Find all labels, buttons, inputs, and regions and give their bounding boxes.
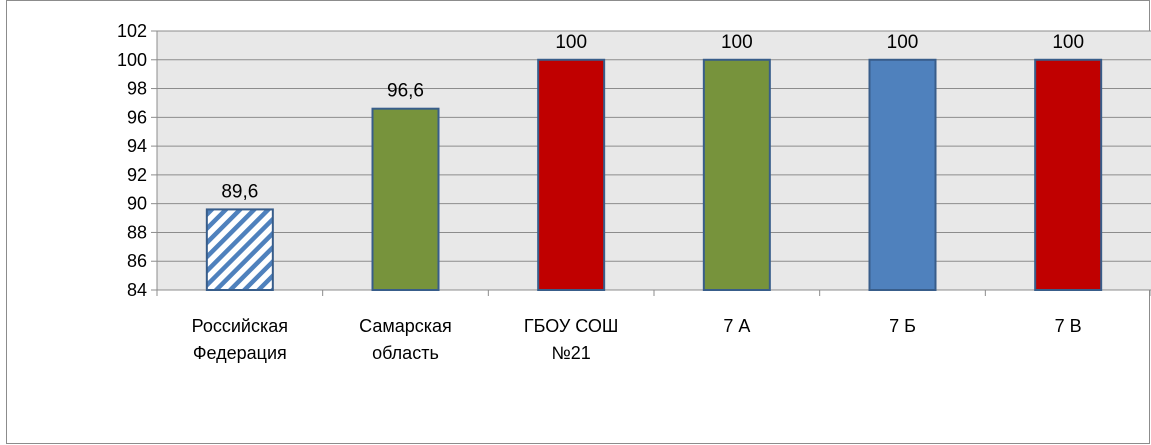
y-tick-label: 90 xyxy=(127,194,147,214)
data-label: 89,6 xyxy=(221,181,258,202)
chart-frame: 84 86 88 90 92 94 96 98 100 102 89,6 Российская Феде… xyxy=(6,0,1151,444)
data-label: 100 xyxy=(721,32,753,53)
y-tick-label: 100 xyxy=(117,50,147,70)
y-tick-label: 94 xyxy=(127,136,147,156)
bar xyxy=(537,58,606,292)
category-label: 7 В xyxy=(1055,316,1082,336)
bar xyxy=(702,58,771,292)
y-tick-label: 88 xyxy=(127,222,147,242)
plot-area xyxy=(157,31,1151,290)
data-label: 96,6 xyxy=(387,81,424,102)
data-label: 100 xyxy=(1052,32,1084,53)
y-tick-label: 92 xyxy=(127,165,147,185)
data-label: 100 xyxy=(555,32,587,53)
bar xyxy=(1034,58,1103,292)
bar xyxy=(868,58,937,292)
y-tick-label: 86 xyxy=(127,251,147,271)
y-tick-label: 96 xyxy=(127,107,147,127)
category-label: Самарская область xyxy=(359,316,452,363)
category-label: 7 А xyxy=(723,316,750,336)
y-tick-label: 102 xyxy=(117,21,147,41)
category-label: Российская Федерация xyxy=(192,316,288,363)
bar-chart: 84 86 88 90 92 94 96 98 100 102 89,6 Российская Феде… xyxy=(117,21,1151,363)
category-label: ГБОУ СОШ №21 xyxy=(524,316,619,363)
y-tick-label: 84 xyxy=(127,280,147,300)
y-tick-label: 98 xyxy=(127,79,147,99)
category-label: 7 Б xyxy=(889,316,916,336)
bar xyxy=(371,107,440,291)
bar xyxy=(205,208,274,291)
data-label: 100 xyxy=(887,32,919,53)
